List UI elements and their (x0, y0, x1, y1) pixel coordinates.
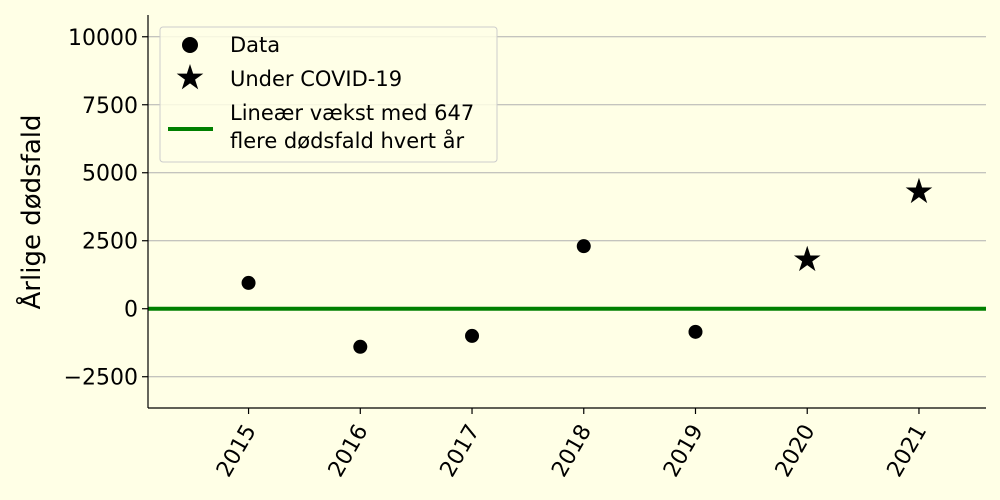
x-tick-label: 2021 (883, 421, 933, 482)
covid-star-point (793, 245, 821, 272)
legend-covid-star-icon (176, 64, 204, 90)
axes-layer (147, 15, 986, 409)
data-point (688, 324, 703, 339)
y-tick-label: 10000 (68, 26, 138, 51)
data-point (353, 339, 368, 354)
y-tick-label: −2500 (64, 366, 138, 391)
y-tick-label: 2500 (82, 230, 138, 255)
x-tick-label: 2015 (212, 421, 262, 482)
x-tick-label: 2017 (436, 421, 486, 482)
y-ticks: −2500 0 2500 5000 7500 10000 (64, 26, 148, 391)
data-point (241, 275, 256, 290)
x-tick-label: 2018 (547, 421, 597, 482)
x-tick-label: 2019 (659, 421, 709, 482)
legend-covid-label: Under COVID-19 (230, 67, 402, 91)
y-tick-label: 5000 (82, 162, 138, 187)
legend-trend-label-line-2: flere dødsfald hvert år (230, 128, 465, 153)
y-tick-label: 0 (124, 298, 138, 323)
x-ticks: 2015 2016 2017 2018 2019 2020 2021 (212, 408, 932, 481)
y-axis-title: Årlige dødsfald (15, 115, 47, 310)
legend-trend-label-line-1: Lineær vækst med 647 (230, 101, 474, 125)
legend: Data Under COVID-19 Lineær vækst med 647… (159, 26, 498, 163)
data-point (576, 239, 591, 254)
x-tick-label: 2016 (324, 421, 374, 482)
data-point (465, 328, 480, 343)
legend-frame (159, 26, 498, 163)
covid-star-point (905, 177, 933, 204)
legend-data-marker (182, 37, 198, 53)
data-points (241, 177, 933, 354)
x-tick-label: 2020 (771, 421, 821, 482)
y-tick-label: 7500 (82, 94, 138, 119)
legend-data-label: Data (230, 33, 280, 57)
